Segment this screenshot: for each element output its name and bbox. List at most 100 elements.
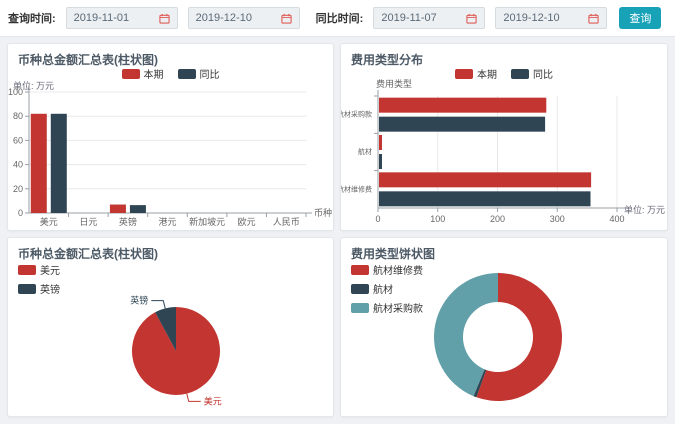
query-time-label: 查询时间: xyxy=(8,13,56,25)
compare-end-date-value: 2019-12-10 xyxy=(503,12,560,24)
pie-slice xyxy=(155,307,176,351)
currency-bar-chart: 0 20 40 60 80 100 美元 日元 英镑 港元 新加坡元 欧元 人民币 币种 xyxy=(8,86,332,227)
legend: 本期 同比 xyxy=(8,66,333,81)
query-start-date-value: 2019-11-01 xyxy=(73,12,130,24)
compare-end-date-input[interactable]: 2019-12-10 xyxy=(495,7,608,29)
donut-slice xyxy=(473,369,487,398)
legend-swatch xyxy=(121,68,140,79)
category-label: 美元 xyxy=(40,216,58,227)
chart-title: 币种总金额汇总表(柱状图) xyxy=(18,53,158,67)
legend-swatch xyxy=(455,68,473,79)
query-start-date-input[interactable]: 2019-11-01 xyxy=(65,7,178,29)
chart-title: 币种总金额汇总表(柱状图) xyxy=(18,247,158,261)
y-axis-name: 费用类型 xyxy=(376,78,412,89)
x-tick-label: 100 xyxy=(430,214,445,224)
legend-label: 同比 xyxy=(199,70,220,81)
legend-swatch xyxy=(351,302,369,313)
legend-swatch xyxy=(511,68,529,79)
legend-item[interactable]: 航材采购款 xyxy=(351,300,423,315)
query-end-date-input[interactable]: 2019-12-10 xyxy=(187,7,300,29)
calendar-icon[interactable] xyxy=(466,13,477,24)
legend-label: 本期 xyxy=(143,70,164,81)
legend-swatch xyxy=(18,283,36,294)
legend-label: 本期 xyxy=(477,70,497,81)
donut-slice xyxy=(476,273,562,401)
unit-label: 单位: 万元 xyxy=(13,81,55,91)
category-label: 航材 xyxy=(358,147,372,156)
bar xyxy=(379,172,592,188)
fee-type-bar-chart: 0 100 200 300 400 航材维修费 航材 航材采购款 费用类型 xyxy=(341,78,625,224)
category-label: 日元 xyxy=(79,217,97,227)
bar xyxy=(379,135,382,150)
bar xyxy=(30,113,47,213)
legend-item[interactable]: 同比 xyxy=(177,66,220,81)
legend-item[interactable]: 本期 xyxy=(455,66,497,81)
calendar-icon[interactable] xyxy=(281,13,292,24)
bar xyxy=(379,154,382,169)
legend-item[interactable]: 英镑 xyxy=(18,281,60,296)
legend-swatch xyxy=(18,264,36,275)
y-tick-label: 80 xyxy=(13,111,23,121)
calendar-icon[interactable] xyxy=(159,13,170,24)
compare-time-label: 同比时间: xyxy=(315,13,364,25)
panel-fee-type-bar-chart: 费用类型分布 本期 同比 单位: 万元 0 100 200 300 400 航材维修费 航材 航… xyxy=(340,43,668,231)
category-label: 欧元 xyxy=(238,216,256,227)
y-tick-label: 20 xyxy=(13,184,23,194)
slice-label: 英镑 xyxy=(130,295,148,306)
legend-swatch xyxy=(177,68,196,79)
bar xyxy=(379,116,546,132)
legend-label: 美元 xyxy=(40,266,60,277)
dashboard-grid: 币种总金额汇总表(柱状图) 本期 同比 单位: 万元 0 20 40 60 80 100 美元… xyxy=(0,37,675,423)
category-label: 港元 xyxy=(158,216,176,227)
legend: 美元 英镑 xyxy=(18,262,60,296)
panel-currency-pie-chart: 币种总金额汇总表(柱状图) 美元 英镑 美元 英镑 xyxy=(7,237,334,417)
donut-slice xyxy=(433,273,498,397)
bar xyxy=(379,97,547,113)
legend-swatch xyxy=(351,264,369,275)
chart-title: 费用类型饼状图 xyxy=(351,247,436,261)
legend-label: 航材 xyxy=(373,285,393,296)
legend-label: 同比 xyxy=(533,70,553,81)
legend-item[interactable]: 航材 xyxy=(351,281,393,296)
currency-pie-chart: 美元 英镑 xyxy=(130,295,222,407)
y-tick-label: 100 xyxy=(8,87,23,97)
legend-label: 航材采购款 xyxy=(373,304,423,315)
unit-label: 单位: 万元 xyxy=(624,205,666,215)
legend-item[interactable]: 本期 xyxy=(121,66,164,81)
x-tick-label: 200 xyxy=(490,214,505,224)
label-line xyxy=(151,300,166,309)
legend-item[interactable]: 航材维修费 xyxy=(351,262,423,277)
category-label: 英镑 xyxy=(119,216,137,227)
y-tick-label: 60 xyxy=(13,135,23,145)
legend: 航材维修费航材航材采购款 xyxy=(351,262,423,315)
legend-swatch xyxy=(351,283,369,294)
category-label: 人民币 xyxy=(273,217,300,227)
bar xyxy=(379,191,591,207)
fee-type-donut-chart xyxy=(433,273,562,401)
bar xyxy=(129,205,146,213)
category-label: 新加坡元 xyxy=(189,216,225,227)
legend: 本期 同比 xyxy=(341,66,667,81)
legend-item[interactable]: 同比 xyxy=(511,66,553,81)
compare-start-date-value: 2019-11-07 xyxy=(381,12,437,24)
x-tick-label: 0 xyxy=(375,214,380,224)
panel-currency-bar-chart: 币种总金额汇总表(柱状图) 本期 同比 单位: 万元 0 20 40 60 80 100 美元… xyxy=(7,43,334,231)
x-axis-name: 币种 xyxy=(314,207,332,218)
search-button[interactable]: 查询 xyxy=(619,7,662,29)
bar xyxy=(50,113,67,213)
legend-label: 英镑 xyxy=(40,285,60,296)
chart-title: 费用类型分布 xyxy=(351,53,424,67)
legend-label: 航材维修费 xyxy=(373,266,423,277)
y-tick-label: 0 xyxy=(18,208,23,218)
x-tick-label: 400 xyxy=(609,214,624,224)
legend-item[interactable]: 美元 xyxy=(18,262,60,277)
panel-fee-type-donut-chart: 费用类型饼状图 航材维修费航材航材采购款 xyxy=(340,237,668,417)
y-tick-label: 40 xyxy=(13,160,23,170)
category-label: 航材采购款 xyxy=(341,110,372,119)
x-tick-label: 300 xyxy=(550,214,565,224)
slice-label: 美元 xyxy=(204,395,222,406)
compare-start-date-input[interactable]: 2019-11-07 xyxy=(373,7,486,29)
calendar-icon[interactable] xyxy=(588,13,599,24)
toolbar: 查询时间: 2019-11-01 2019-12-10 同比时间: 2019-1… xyxy=(0,0,675,37)
category-label: 航材维修费 xyxy=(341,184,372,193)
